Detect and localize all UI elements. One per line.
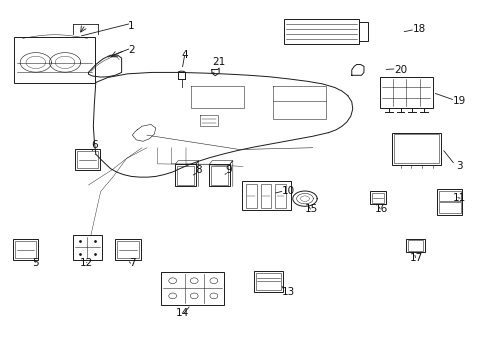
Text: 9: 9 — [225, 165, 232, 175]
Bar — [245, 184, 256, 208]
Bar — [160, 272, 224, 305]
Bar — [393, 134, 438, 163]
Bar — [15, 240, 36, 258]
Bar — [177, 166, 193, 185]
Text: 4: 4 — [182, 50, 188, 60]
Text: 10: 10 — [281, 186, 294, 197]
Bar — [117, 240, 139, 258]
Text: 3: 3 — [455, 161, 462, 171]
Bar — [438, 190, 460, 201]
Text: 15: 15 — [305, 204, 318, 215]
Text: 5: 5 — [32, 258, 39, 268]
Bar — [438, 202, 460, 213]
Bar — [75, 149, 100, 170]
Bar — [242, 181, 290, 211]
Bar — [175, 164, 195, 186]
Text: 19: 19 — [451, 96, 465, 106]
Bar — [407, 240, 422, 251]
Text: 20: 20 — [393, 64, 407, 75]
Text: 18: 18 — [411, 24, 425, 34]
Bar — [436, 189, 462, 215]
Bar — [379, 77, 432, 108]
Text: 7: 7 — [129, 258, 135, 268]
Bar — [211, 166, 227, 185]
Bar — [369, 192, 385, 204]
Text: 21: 21 — [212, 57, 225, 67]
Text: 8: 8 — [194, 165, 201, 175]
Bar — [283, 19, 358, 44]
Text: 2: 2 — [128, 45, 134, 55]
Bar — [406, 239, 424, 252]
Bar — [256, 273, 280, 291]
Bar — [13, 239, 38, 260]
Bar — [371, 193, 384, 203]
Bar — [391, 133, 441, 165]
Bar — [77, 151, 98, 168]
Text: 16: 16 — [374, 204, 387, 215]
Text: 17: 17 — [408, 253, 422, 263]
Bar — [260, 184, 271, 208]
Text: 13: 13 — [281, 287, 294, 297]
Bar — [275, 184, 285, 208]
Bar — [14, 37, 95, 83]
Bar — [209, 164, 229, 186]
Text: 6: 6 — [91, 140, 98, 150]
Bar — [73, 235, 102, 260]
Text: 11: 11 — [451, 193, 465, 203]
Bar — [254, 271, 282, 292]
Text: 14: 14 — [175, 309, 188, 318]
Text: 12: 12 — [79, 258, 92, 268]
Bar — [115, 239, 141, 260]
Text: 1: 1 — [128, 21, 134, 31]
Bar — [358, 22, 367, 41]
